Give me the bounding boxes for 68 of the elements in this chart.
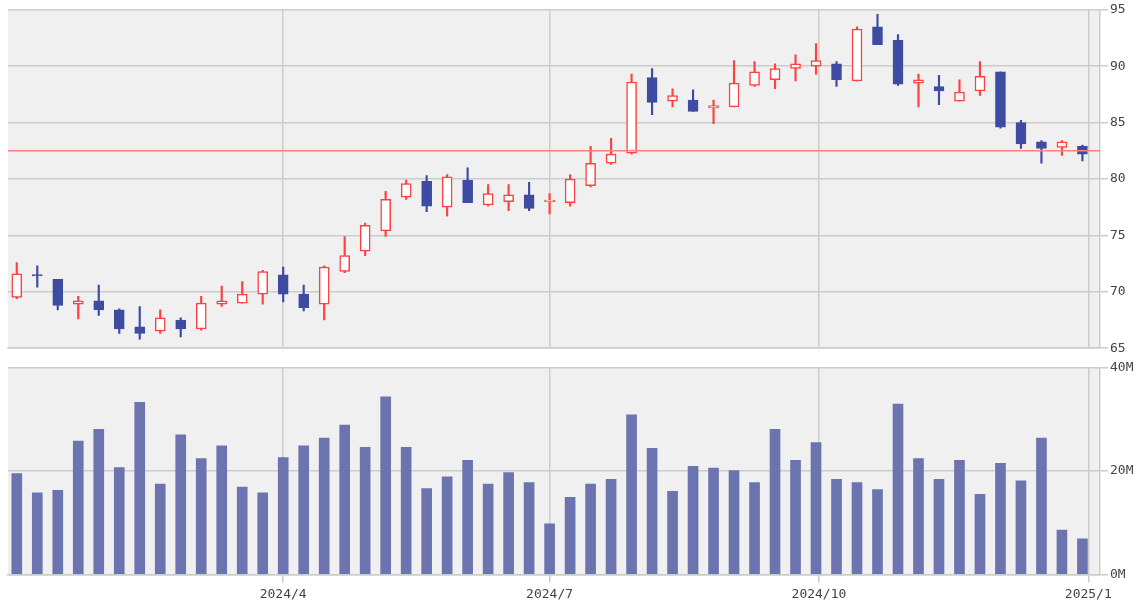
bar (1015, 480, 1027, 574)
bar (523, 482, 535, 574)
y-tick-label: 70 (1110, 283, 1126, 299)
bar (831, 479, 842, 574)
bar (1036, 437, 1047, 574)
y-tick-label: 90 (1110, 57, 1126, 73)
y-tick-label: 95 (1110, 1, 1126, 17)
bar (605, 479, 617, 574)
bar (216, 445, 228, 574)
bar (93, 428, 105, 574)
bar (954, 459, 965, 574)
y-tick-label: 85 (1110, 113, 1126, 129)
bar (687, 466, 699, 574)
x-tick-label: 2024/10 (791, 585, 847, 601)
bar (195, 458, 207, 574)
bar (421, 488, 432, 574)
bar (995, 463, 1006, 574)
bar (544, 523, 555, 574)
bar (380, 396, 391, 574)
bar (1077, 538, 1088, 574)
bar (933, 479, 945, 574)
bar (892, 403, 904, 574)
bar (113, 467, 125, 574)
bar (626, 414, 637, 574)
bar (708, 467, 719, 574)
bar (728, 470, 740, 574)
bar (441, 476, 453, 574)
bar (72, 440, 84, 574)
bar (564, 497, 576, 574)
bar (913, 458, 924, 574)
bar (298, 445, 310, 574)
bar (503, 472, 514, 574)
x-tick-label: 2024/4 (259, 585, 307, 601)
bar (810, 442, 822, 574)
y-tick-label: 80 (1110, 170, 1126, 186)
y-tick-label: 0M (1110, 565, 1126, 581)
bar (974, 494, 986, 574)
bar (749, 482, 760, 574)
y-tick-label: 75 (1110, 226, 1126, 242)
bar (277, 457, 289, 574)
bar (31, 492, 43, 574)
x-tick-label: 2025/1 (1064, 585, 1112, 601)
bar (482, 483, 494, 574)
bar (257, 492, 269, 574)
bar (646, 448, 658, 574)
bar (769, 428, 781, 574)
bar (52, 489, 64, 574)
bar (1056, 529, 1068, 574)
bar (872, 489, 883, 574)
y-tick-label: 40M (1110, 359, 1134, 375)
bar (790, 459, 801, 574)
bar (11, 473, 23, 574)
bar (462, 459, 473, 574)
bar (400, 447, 412, 574)
candlestick (708, 99, 719, 125)
bar (359, 447, 371, 574)
bar (236, 486, 248, 574)
y-tick-label: 65 (1110, 339, 1126, 355)
bar (318, 437, 330, 574)
bar (851, 482, 863, 574)
bar (667, 490, 678, 574)
bar (585, 483, 596, 574)
bar (134, 402, 146, 574)
x-tick-label: 2024/7 (526, 585, 574, 601)
bar (175, 434, 187, 574)
y-tick-label: 20M (1110, 462, 1134, 478)
bar (154, 483, 166, 574)
bar (339, 424, 351, 574)
